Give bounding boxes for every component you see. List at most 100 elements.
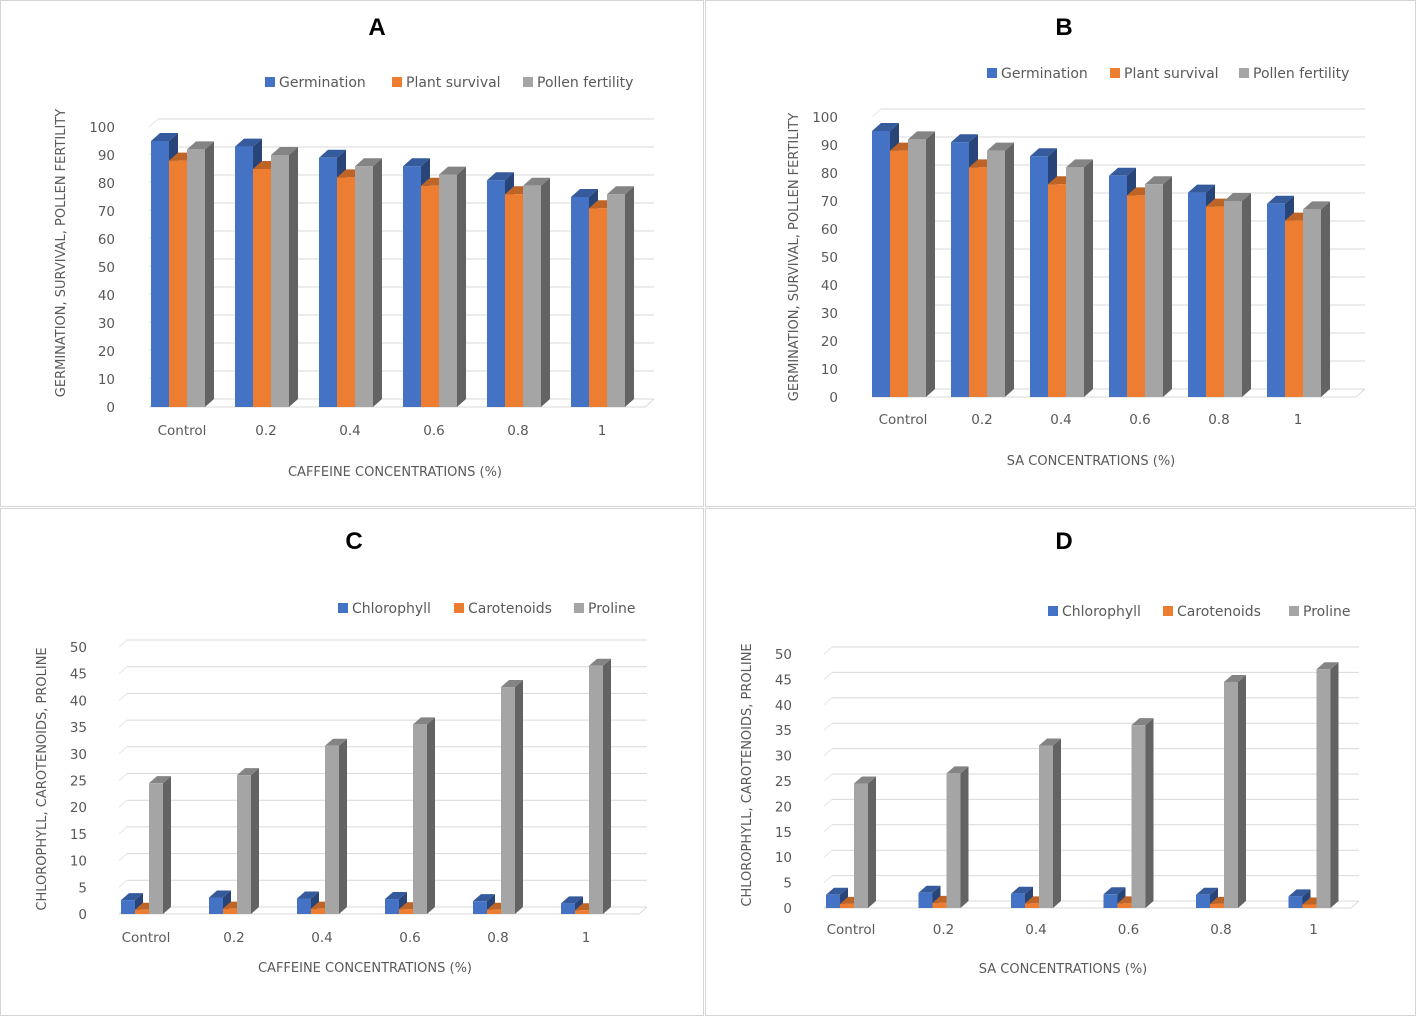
bar-front-c-5-1 (575, 910, 589, 914)
bar-top-b-5-0 (1267, 195, 1294, 204)
legend-swatch-a-0 (265, 77, 275, 87)
bar-top-b-4-2 (1224, 193, 1251, 201)
bar-front-d-4-1 (1210, 903, 1224, 908)
bar-top-a-1-2 (271, 147, 298, 155)
bar-front-c-1-2 (237, 775, 251, 914)
bar-top-b-3-0 (1109, 167, 1136, 176)
bar-front-d-2-0 (1011, 893, 1025, 908)
bar-side-a-0-2 (205, 141, 214, 407)
bar-side-d-2-2 (1053, 738, 1061, 908)
bar-front-d-1-2 (946, 773, 961, 908)
bar-front-b-0-2 (908, 139, 926, 397)
floor-side-b (1355, 388, 1366, 398)
x-axis-title-c: CAFFEINE CONCENTRATIONS (%) (258, 961, 472, 976)
bar-side-a-1-2 (289, 147, 298, 407)
bar-top-c-5-2 (589, 658, 611, 666)
bar-b-3-2 (1145, 176, 1172, 397)
bar-front-c-2-0 (297, 898, 311, 914)
panel-label-b: B (1055, 14, 1072, 41)
bar-front-a-3-1 (421, 185, 439, 407)
bar-top-d-4-2 (1224, 674, 1246, 682)
y-axis-title-c: CHLOROPHYLL, CAROTENOIDS, PROLINE (35, 647, 50, 910)
x-tick-b-3: 0.6 (1129, 412, 1150, 428)
bar-a-1-2 (271, 147, 298, 407)
bar-top-d-3-0 (1103, 887, 1126, 895)
x-tick-a-4: 0.8 (507, 423, 528, 439)
bar-front-d-0-2 (854, 783, 868, 908)
legend-label-c-1: Carotenoids (468, 601, 552, 617)
panel-a: A Germination Plant survival Pollen fertili… (0, 0, 704, 507)
bar-front-b-4-2 (1224, 201, 1242, 397)
y-tick-a-7: 70 (98, 204, 115, 220)
bar-front-d-5-0 (1288, 896, 1303, 908)
y-tick-c-10: 50 (70, 640, 87, 656)
gridline-side-c-2 (118, 853, 128, 861)
bars-b (872, 123, 1330, 397)
bar-top-b-5-2 (1303, 201, 1330, 210)
bar-front-c-1-1 (223, 908, 237, 914)
legend-swatch-c-1 (454, 603, 464, 613)
bar-front-a-4-2 (523, 185, 541, 407)
bar-b-5-2 (1303, 201, 1330, 397)
bar-b-0-2 (908, 131, 935, 397)
y-tick-a-0: 0 (106, 400, 115, 416)
x-tick-c-0: Control (122, 930, 171, 946)
bar-d-2-2 (1039, 738, 1061, 908)
bar-front-a-5-1 (589, 208, 607, 407)
y-tick-a-3: 30 (98, 316, 115, 332)
x-tick-b-1: 0.2 (971, 412, 992, 428)
bar-front-d-1-0 (918, 892, 933, 908)
legend-swatch-b-0 (987, 68, 997, 78)
legend-label-d-0: Chlorophyll (1062, 604, 1141, 620)
bar-side-a-4-2 (541, 177, 550, 407)
y-tick-b-7: 70 (821, 194, 838, 210)
bar-top-a-0-0 (151, 133, 178, 141)
gridline-side-c-8 (118, 693, 128, 701)
y-tick-b-9: 90 (821, 138, 838, 154)
bar-front-b-5-2 (1303, 209, 1321, 397)
bar-front-d-3-1 (1117, 903, 1132, 908)
gridline-side-d-8 (823, 697, 833, 706)
bar-top-d-0-0 (826, 887, 848, 895)
x-tick-c-5: 1 (582, 930, 591, 946)
x-tick-d-2: 0.4 (1025, 922, 1046, 938)
x-tick-a-3: 0.6 (423, 423, 444, 439)
bar-top-a-1-0 (235, 138, 262, 147)
bar-front-d-2-2 (1039, 745, 1053, 908)
x-tick-d-1: 0.2 (933, 922, 954, 938)
bar-b-2-2 (1066, 159, 1093, 397)
bar-front-b-0-1 (890, 150, 908, 397)
chart-d: D Chlorophyll Carotenoids Proline 0 5 10 15 20 25… (740, 528, 1360, 977)
legend-swatch-c-0 (338, 603, 348, 613)
x-tick-c-1: 0.2 (223, 930, 244, 946)
bar-side-c-5-2 (603, 658, 611, 914)
bar-top-d-5-2 (1316, 662, 1339, 670)
bar-side-a-5-2 (625, 186, 634, 407)
y-tick-b-5: 50 (821, 250, 838, 266)
bar-top-d-5-0 (1288, 889, 1311, 897)
chart-c: C Chlorophyll Carotenoids Proline 0 5 10 15 20 25… (35, 528, 648, 976)
y-tick-a-4: 40 (98, 288, 115, 304)
bar-d-4-0 (1196, 887, 1218, 908)
bar-top-a-5-2 (607, 186, 634, 195)
bar-top-c-3-2 (413, 717, 435, 725)
panel-d: D Chlorophyll Carotenoids Proline 0 5 10 15 20 25… (705, 508, 1416, 1016)
bar-top-a-2-0 (319, 149, 346, 158)
bar-side-b-3-2 (1163, 176, 1172, 397)
bar-front-a-0-1 (169, 160, 187, 407)
bar-top-d-3-2 (1131, 718, 1154, 726)
bar-side-d-3-2 (1145, 718, 1154, 908)
legend-label-d-2: Proline (1303, 604, 1350, 620)
gridline-side-b-10 (871, 108, 882, 118)
bar-front-d-4-0 (1196, 894, 1210, 908)
bar-a-2-2 (355, 158, 382, 407)
bar-front-a-3-2 (439, 174, 457, 407)
y-tick-c-3: 15 (70, 827, 87, 843)
bar-front-c-0-1 (135, 909, 149, 914)
bar-front-d-0-0 (826, 894, 840, 908)
bar-front-b-2-2 (1066, 167, 1084, 397)
legend-label-c-0: Chlorophyll (352, 601, 431, 617)
legend-label-a-0: Germination (279, 75, 366, 91)
x-tick-a-1: 0.2 (255, 423, 276, 439)
bar-front-b-2-1 (1048, 184, 1066, 397)
